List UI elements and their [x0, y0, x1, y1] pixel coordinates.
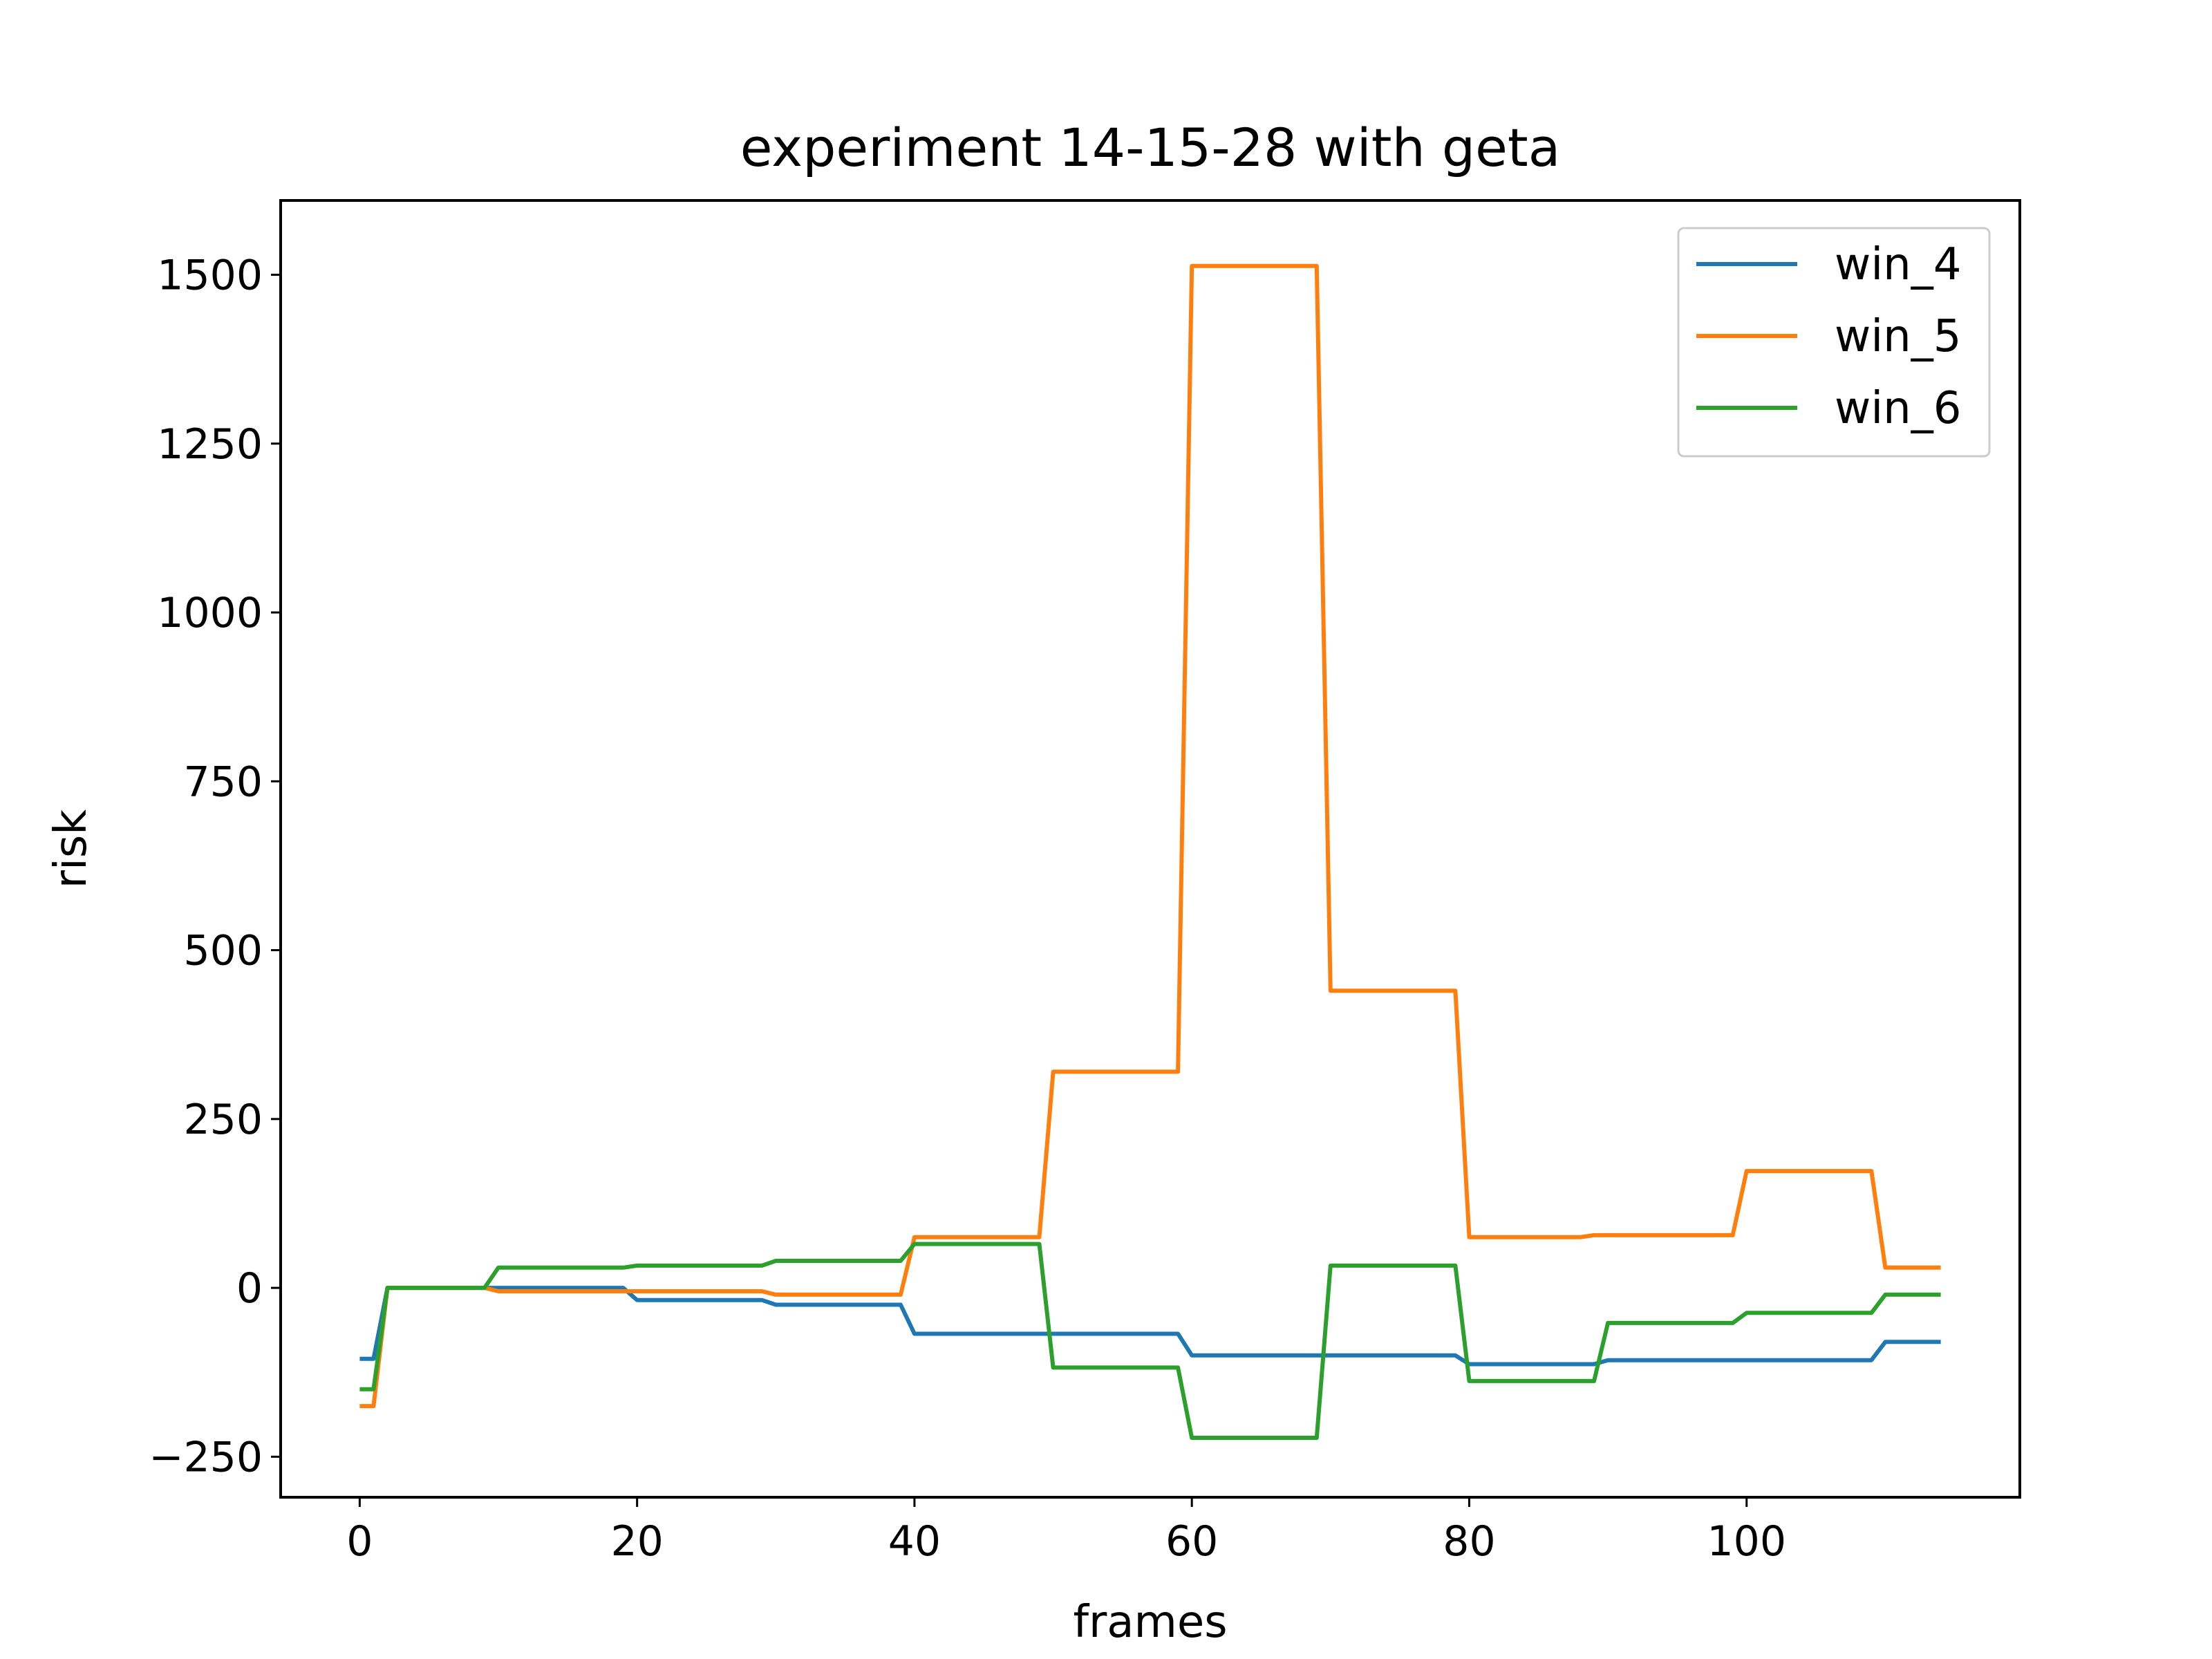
y-tick-label: 1500 [157, 251, 263, 299]
series-layer [359, 263, 1941, 1440]
y-tick-label: 250 [183, 1096, 263, 1144]
x-axis-label: frames [1073, 1597, 1227, 1648]
y-axis-label: risk [46, 809, 97, 889]
y-tick-label: 0 [236, 1264, 263, 1313]
series-line-win-4 [359, 1286, 1941, 1367]
x-tick-label: 60 [1165, 1517, 1218, 1566]
x-tick-label: 0 [346, 1517, 373, 1566]
x-tick-label: 40 [888, 1517, 941, 1566]
y-tick-label: 750 [183, 758, 263, 806]
y-tick-label: 500 [183, 927, 263, 975]
y-tick-label: 1000 [157, 589, 263, 637]
legend-label-win-4: win_4 [1835, 239, 1961, 290]
legend: win_4 win_5 win_6 [1677, 227, 1991, 458]
y-tick-label: 1250 [157, 420, 263, 469]
chart-title: experiment 14-15-28 with geta [740, 117, 1561, 178]
ticks-layer: 0 20 40 60 80 100 −250 0 250 500 750 1000 1250 1500 [149, 251, 1786, 1566]
legend-box [1677, 227, 1991, 458]
series-line-win-5 [359, 263, 1941, 1409]
legend-label-win-6: win_6 [1835, 383, 1961, 434]
series-line-win-6 [359, 1241, 1941, 1440]
x-tick-label: 100 [1707, 1517, 1786, 1566]
y-tick-label: −250 [149, 1433, 263, 1481]
legend-label-win-5: win_5 [1835, 311, 1961, 362]
axes-frame [279, 199, 2021, 1499]
x-tick-label: 80 [1443, 1517, 1495, 1566]
x-tick-label: 20 [610, 1517, 663, 1566]
